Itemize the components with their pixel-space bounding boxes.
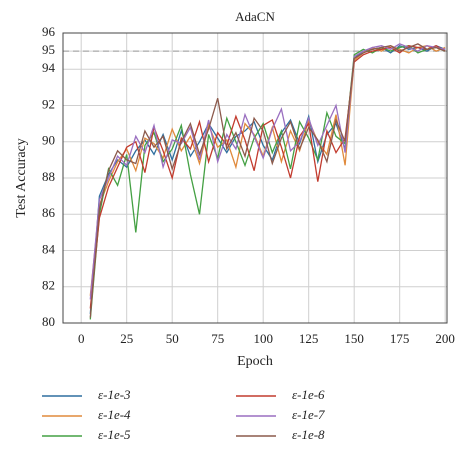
series-line: [89, 44, 446, 309]
plot-frame: [62, 32, 448, 324]
legend-label: ε-1e-5: [98, 427, 131, 442]
chart-title: AdaCN: [235, 9, 275, 24]
x-tick-label: 25: [120, 331, 133, 346]
x-tick-label: 100: [253, 331, 273, 346]
series-line: [89, 45, 446, 320]
series-line: [89, 43, 446, 318]
x-tick-label: 150: [344, 331, 364, 346]
series-line: [89, 43, 446, 300]
y-tick-label: 88: [42, 169, 55, 184]
x-tick-label: 50: [166, 331, 179, 346]
y-tick-label: 90: [42, 133, 55, 148]
x-tick-label: 125: [299, 331, 319, 346]
y-tick-label: 94: [42, 60, 56, 75]
y-tick-label: 80: [42, 314, 55, 329]
series-line: [89, 44, 446, 296]
y-tick-label: 86: [42, 205, 56, 220]
series-line: [89, 44, 446, 314]
y-axis-label: Test Accuracy: [14, 138, 29, 217]
legend-label: ε-1e-8: [292, 427, 325, 442]
x-tick-label: 75: [211, 331, 224, 346]
y-tick-label: 95: [42, 42, 55, 57]
legend-label: ε-1e-4: [98, 407, 131, 422]
y-tick-label: 96: [42, 24, 56, 39]
legend-label: ε-1e-3: [98, 387, 131, 402]
x-tick-label: 0: [78, 331, 85, 346]
x-axis-label: Epoch: [237, 354, 273, 369]
legend-label: ε-1e-7: [292, 407, 325, 422]
x-tick-label: 200: [435, 331, 455, 346]
x-tick-label: 175: [390, 331, 410, 346]
y-tick-label: 82: [42, 278, 55, 293]
y-tick-label: 84: [42, 241, 56, 256]
legend-label: ε-1e-6: [292, 387, 325, 402]
y-tick-label: 92: [42, 96, 55, 111]
